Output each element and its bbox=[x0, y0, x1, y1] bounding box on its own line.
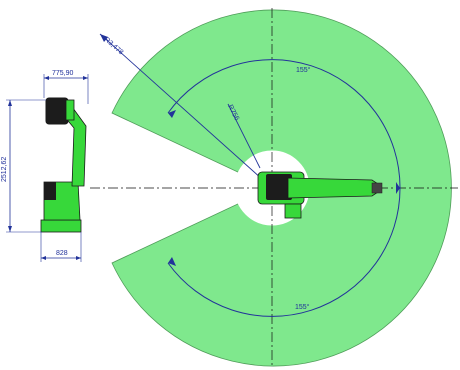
side-height-label: 2512,62 bbox=[1, 157, 8, 182]
robot-side-top-motor bbox=[45, 97, 69, 125]
robot-side-base bbox=[40, 219, 82, 233]
angle-label-top: 155° bbox=[296, 66, 311, 74]
robot-arm-top bbox=[287, 177, 379, 199]
outer-radius-arrow bbox=[100, 34, 108, 42]
inner-radius-leader bbox=[227, 103, 261, 169]
angle-arc-upper bbox=[167, 59, 401, 189]
arrow-head-right bbox=[396, 182, 400, 194]
robot-motor-top bbox=[266, 174, 292, 200]
angle-arc-lower bbox=[167, 187, 401, 317]
outer-radius-label: R3,478 bbox=[103, 36, 125, 56]
angle-label-bottom: 155° bbox=[295, 303, 310, 311]
outer-radius-leader bbox=[99, 33, 273, 189]
robot-top-view bbox=[257, 171, 383, 219]
robot-side-lower-motor bbox=[44, 182, 56, 200]
robot-side-top-joint bbox=[65, 99, 75, 121]
arrow-head-upper-left bbox=[168, 110, 176, 118]
arrow-head-lower-left bbox=[168, 257, 176, 266]
side-width-label: 775,90 bbox=[52, 70, 74, 77]
side-base-label: 828 bbox=[56, 250, 68, 257]
robot-side-view bbox=[40, 97, 87, 233]
robot-foot-top bbox=[284, 203, 302, 219]
side-view-dimensions bbox=[6, 74, 89, 262]
robot-wrist-top bbox=[371, 182, 383, 194]
